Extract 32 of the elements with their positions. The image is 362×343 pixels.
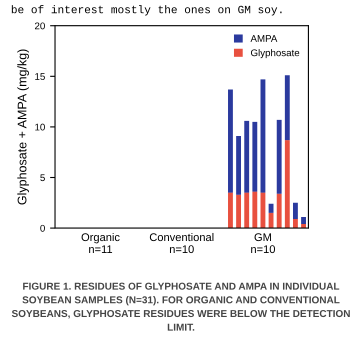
y-axis-title: Glyphosate + AMPA (mg/kg) <box>17 49 29 204</box>
bar <box>236 136 242 195</box>
bar <box>260 79 266 193</box>
x-tick-label: GM n=10 <box>251 233 276 254</box>
bar <box>292 202 298 219</box>
bar <box>260 192 266 228</box>
bar <box>301 216 306 224</box>
x-tick-label: Conventional n=10 <box>150 232 214 254</box>
bar <box>292 218 298 228</box>
legend-label: Glyphosate <box>250 49 300 58</box>
bar <box>268 204 274 213</box>
bar <box>252 122 258 192</box>
bar <box>284 140 290 228</box>
bar <box>268 212 274 228</box>
bar <box>276 194 282 228</box>
y-tick-label: 20 <box>34 22 45 30</box>
text: be of interest mostly the ones on GM soy. <box>12 5 282 16</box>
bar <box>236 194 242 228</box>
bar <box>228 192 233 228</box>
x-tick-label: Organic n=11 <box>82 232 120 253</box>
bar <box>284 75 290 140</box>
bar <box>244 120 250 193</box>
bar <box>244 192 250 228</box>
bar <box>252 192 258 228</box>
y-tick-label: 10 <box>35 124 45 131</box>
y-tick-label: 15 <box>35 73 45 80</box>
bar <box>228 89 233 193</box>
text: FIGURE 1. RESIDUES OF GLYPHOSATE AND AMPA IN INDIVIDUAL SOYBEAN SAMPLES (N=31). FOR ORGANIC AND CONVENTIONAL SOYBEANS, GLYPHOSATE RESIDUES WERE BELOW THE DETECTION LIMIT. <box>12 282 350 331</box>
legend-label: AMPA <box>250 35 278 42</box>
bar <box>276 120 282 194</box>
y-tick-label: 5 <box>40 174 45 182</box>
y-tick-label: 0 <box>40 224 45 232</box>
